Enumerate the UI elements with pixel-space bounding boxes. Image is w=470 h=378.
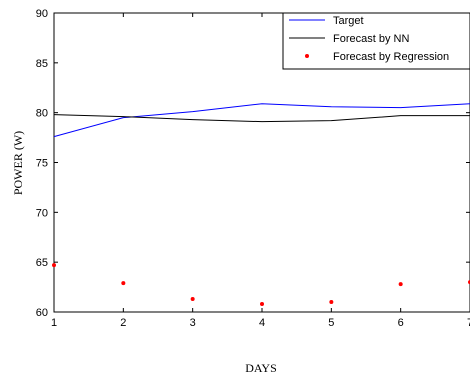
legend-box — [282, 12, 470, 70]
x-tick-label: 3 — [190, 317, 196, 329]
y-tick-label: 70 — [36, 207, 48, 219]
regression-point — [398, 282, 403, 287]
y-tick-label: 60 — [36, 307, 48, 319]
y-tick-label: 65 — [36, 257, 48, 269]
y-tick-label: 75 — [36, 158, 48, 170]
y-tick-label: 90 — [36, 8, 48, 20]
series-line-0 — [53, 103, 470, 138]
x-tick-label: 5 — [328, 317, 334, 329]
x-tick-label: 4 — [259, 317, 265, 329]
legend: Target Forecast by NN Forecast by Regressi… — [282, 12, 470, 70]
regression-point — [52, 263, 56, 268]
legend-label: Forecast by Regression — [333, 51, 449, 63]
regression-point — [121, 281, 126, 286]
regression-point — [260, 302, 264, 307]
x-axis-ticks: 1 2 3 4 5 6 7 — [51, 13, 470, 329]
legend-label: Forecast by NN — [333, 33, 409, 45]
series-line-1 — [53, 114, 470, 123]
regression-point — [190, 297, 195, 302]
y-tick-label: 80 — [36, 108, 48, 120]
y-tick-label: 85 — [36, 58, 48, 70]
legend-swatch-marker — [305, 54, 309, 58]
y-axis-title: POWER (W) — [11, 131, 25, 195]
x-tick-label: 6 — [398, 317, 404, 329]
x-axis-title: DAYS — [245, 361, 277, 375]
series-layer — [52, 103, 470, 307]
x-tick-label: 7 — [467, 317, 470, 329]
x-tick-label: 2 — [120, 317, 126, 329]
regression-point — [329, 300, 334, 305]
legend-label: Target — [333, 15, 364, 27]
x-tick-label: 1 — [51, 317, 57, 329]
